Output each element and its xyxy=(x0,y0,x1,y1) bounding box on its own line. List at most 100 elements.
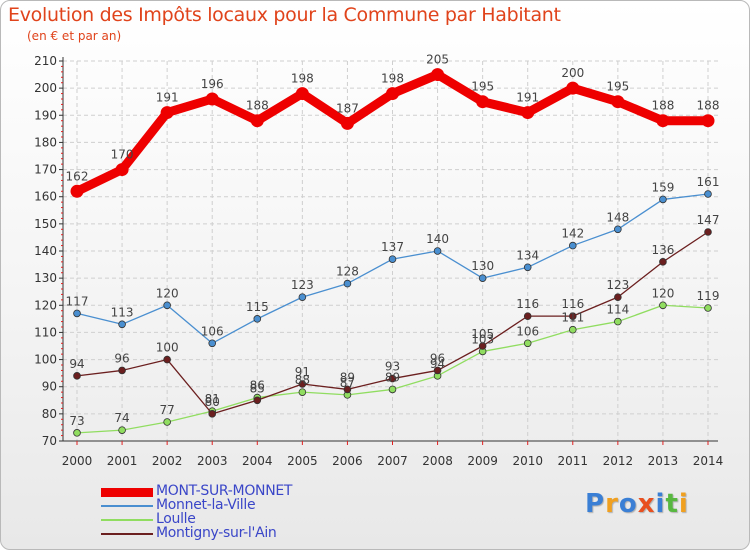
data-label: 116 xyxy=(561,297,584,311)
data-point xyxy=(433,247,442,255)
y-minor-tick xyxy=(61,364,63,366)
y-minor-tick xyxy=(61,429,63,431)
y-minor-tick xyxy=(61,424,63,426)
data-point xyxy=(433,366,442,375)
data-point xyxy=(115,163,129,177)
data-label: 106 xyxy=(201,324,224,338)
y-minor-tick xyxy=(61,234,63,236)
data-point xyxy=(73,429,81,437)
data-label: 195 xyxy=(471,80,494,94)
y-minor-tick xyxy=(61,131,63,133)
logo-letter: t xyxy=(665,489,679,519)
data-label: 120 xyxy=(156,286,179,300)
y-minor-tick xyxy=(61,407,63,409)
data-point xyxy=(253,396,262,405)
data-point xyxy=(250,114,264,128)
data-point xyxy=(208,339,217,348)
data-label: 120 xyxy=(651,286,674,300)
data-point xyxy=(476,95,490,109)
data-label: 106 xyxy=(516,324,539,338)
data-point xyxy=(343,279,352,288)
x-tick-label: 2006 xyxy=(332,454,363,468)
data-point xyxy=(295,87,309,101)
x-tick-label: 2009 xyxy=(467,454,498,468)
y-minor-tick xyxy=(61,212,63,214)
data-label: 195 xyxy=(606,80,629,94)
y-minor-tick xyxy=(61,337,63,339)
y-tick-label: 150 xyxy=(34,217,57,231)
data-point xyxy=(614,293,622,301)
data-label: 103 xyxy=(471,332,494,346)
data-label: 113 xyxy=(111,305,134,319)
data-label: 117 xyxy=(66,294,89,308)
data-point xyxy=(208,410,217,418)
data-point xyxy=(614,225,622,234)
y-minor-tick xyxy=(61,321,63,323)
data-label: 94 xyxy=(430,357,445,371)
y-minor-tick xyxy=(61,369,63,371)
series-mont-sur-monnet xyxy=(70,68,715,198)
legend-swatch xyxy=(101,533,153,535)
x-tick-label: 2003 xyxy=(197,454,228,468)
data-label: 116 xyxy=(516,297,539,311)
data-point xyxy=(388,374,397,383)
data-point xyxy=(704,190,712,198)
data-point xyxy=(704,304,712,312)
data-label: 89 xyxy=(385,370,400,384)
data-label: 159 xyxy=(651,180,674,194)
data-label: 140 xyxy=(426,232,449,246)
y-minor-tick xyxy=(61,201,63,203)
data-label: 188 xyxy=(651,99,674,113)
data-label: 161 xyxy=(697,175,720,189)
y-minor-tick xyxy=(61,93,63,95)
data-label: 200 xyxy=(561,66,584,80)
data-label: 198 xyxy=(291,72,314,86)
x-tick-label: 2012 xyxy=(603,454,634,468)
data-point xyxy=(568,312,577,320)
data-label: 88 xyxy=(295,373,310,387)
y-minor-tick xyxy=(61,147,63,149)
y-minor-tick xyxy=(61,348,63,350)
y-minor-tick xyxy=(61,397,63,399)
data-label: 87 xyxy=(340,376,355,390)
data-point xyxy=(659,258,667,266)
y-minor-tick xyxy=(61,375,63,377)
data-label: 73 xyxy=(69,414,84,428)
y-minor-tick xyxy=(61,418,63,420)
data-point xyxy=(205,92,219,106)
y-minor-tick xyxy=(61,272,63,274)
series-loulle xyxy=(73,301,712,437)
data-label: 115 xyxy=(246,300,269,314)
y-minor-tick xyxy=(61,228,63,230)
data-label: 93 xyxy=(385,360,400,374)
y-tick-label: 190 xyxy=(34,108,57,122)
y-tick-label: 120 xyxy=(34,298,57,312)
data-point xyxy=(568,241,577,250)
data-label: 123 xyxy=(291,278,314,292)
x-tick-label: 2007 xyxy=(377,454,408,468)
data-label: 74 xyxy=(114,411,129,425)
data-point xyxy=(614,317,622,326)
y-minor-tick xyxy=(61,65,63,67)
y-minor-tick xyxy=(61,435,63,437)
x-tick-label: 2002 xyxy=(152,454,183,468)
data-label: 89 xyxy=(340,370,355,384)
data-point xyxy=(659,195,667,204)
data-point xyxy=(523,263,532,272)
data-point xyxy=(160,106,174,120)
data-label: 91 xyxy=(295,365,310,379)
data-label: 81 xyxy=(205,392,220,406)
data-point xyxy=(521,106,535,120)
x-tick-label: 2011 xyxy=(558,454,589,468)
y-minor-tick xyxy=(61,163,63,165)
y-minor-tick xyxy=(61,310,63,312)
y-minor-tick xyxy=(61,326,63,328)
data-label: 96 xyxy=(430,351,445,365)
data-label: 170 xyxy=(111,148,134,162)
data-point xyxy=(163,418,171,426)
data-point xyxy=(343,385,352,394)
legend-label: MONT-SUR-MONNET xyxy=(156,483,293,499)
y-minor-tick xyxy=(61,103,63,105)
